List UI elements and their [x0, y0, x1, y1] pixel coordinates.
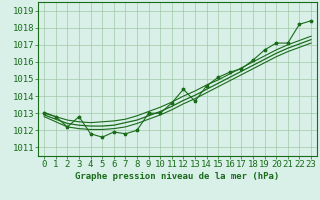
X-axis label: Graphe pression niveau de la mer (hPa): Graphe pression niveau de la mer (hPa)	[76, 172, 280, 181]
